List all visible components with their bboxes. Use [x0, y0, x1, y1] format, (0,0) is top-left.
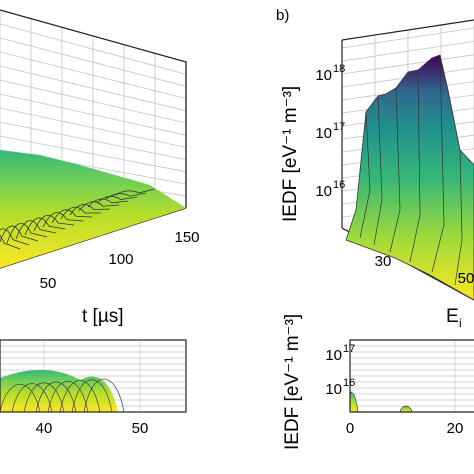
- svg-text:i: i: [459, 316, 462, 330]
- panel-a-series-line: [6, 223, 48, 244]
- panel-a-series-line: [51, 209, 93, 224]
- panel-c-curve: [0, 383, 41, 413]
- panel-a-grid-h: [0, 107, 187, 148]
- panel-c-curve: [47, 381, 89, 413]
- panel-d-x-tick-label: 0: [346, 420, 354, 437]
- panel-a-grid-h: [0, 135, 187, 173]
- panel-b-label: b): [276, 7, 289, 24]
- panel-b-zlabel: IEDF [eV⁻¹ m⁻³]: [280, 86, 301, 222]
- svg-text:18: 18: [333, 63, 345, 75]
- panel-b-surface-ridge: [454, 149, 463, 286]
- panel-a: 50 100 150 t [µs]: [0, 9, 200, 327]
- panel-c-x-ticks: 40 50: [36, 420, 149, 437]
- panel-d-area-1: [349, 391, 359, 413]
- panel-b-surface-ridge: [431, 54, 445, 273]
- panel-d-ylabel: IEDF [eV⁻¹ m⁻³]: [282, 314, 303, 450]
- panel-c-frame: [0, 339, 187, 413]
- panel-c-curve: [23, 382, 65, 413]
- panel-c-curve: [59, 380, 101, 413]
- panel-b-surface-ridge: [409, 69, 421, 263]
- panel-a-x-tick-label: 50: [40, 275, 57, 292]
- svg-text:17: 17: [343, 343, 355, 355]
- panel-a-series-line: [69, 204, 111, 216]
- panel-b-x-ticks: 30 50: [375, 253, 474, 287]
- panel-b-z-tick-label: 10 18: [315, 63, 345, 84]
- svg-text:E: E: [446, 306, 459, 327]
- panel-c-curve: [71, 379, 113, 413]
- panel-a-series-line: [105, 192, 147, 200]
- panel-a-series-line: [0, 225, 39, 243]
- panel-a-grid-h: [0, 121, 187, 160]
- panel-c-curve: [35, 381, 77, 413]
- panel-a-series-line: [0, 235, 21, 250]
- panel-a-grid-h: [0, 23, 187, 75]
- panel-a-x-tick-label: 100: [108, 251, 133, 268]
- svg-text:16: 16: [343, 377, 355, 389]
- panel-d-area-2: [399, 405, 413, 413]
- panel-a-series-line: [42, 212, 84, 228]
- panel-d-frame: [349, 339, 474, 413]
- panel-a-series-line: [0, 228, 30, 246]
- svg-text:17: 17: [333, 121, 345, 133]
- panel-a-series-line: [78, 201, 120, 212]
- panel-c-curves: [0, 369, 125, 413]
- panel-b-x-tick-label: 30: [375, 253, 392, 270]
- panel-b-z-tick-label: 10 17: [315, 121, 345, 142]
- panel-a-x-ticks: 50 100 150: [40, 229, 200, 292]
- panel-a-series-line: [15, 220, 57, 240]
- panel-c-curve: [11, 383, 53, 413]
- svg-text:10: 10: [315, 183, 332, 200]
- panel-b-surface-fill: [345, 54, 474, 301]
- panel-a-grid-h: [0, 79, 187, 124]
- panel-a-xlabel: t [µs]: [82, 306, 124, 327]
- panel-a-grid-h: [0, 65, 187, 112]
- svg-text:10: 10: [325, 347, 342, 364]
- panel-d-x-ticks: 0 20: [346, 420, 464, 437]
- panel-a-grid-h: [0, 51, 187, 99]
- panel-c-x-tick-label: 50: [132, 420, 149, 437]
- panel-b-z-tick-label: 10 16: [315, 179, 345, 200]
- panel-d-grid: [350, 340, 474, 412]
- panel-a-series-line: [33, 214, 75, 232]
- panel-d-x-tick-label: 20: [447, 420, 464, 437]
- svg-text:10: 10: [315, 67, 332, 84]
- panel-b-surface: [345, 54, 474, 301]
- panel-d-y-tick-label: 10 17: [325, 343, 355, 364]
- panel-b-surface-ridge: [373, 95, 383, 246]
- panel-a-x-tick-label: 150: [174, 229, 199, 246]
- panel-b-top-edge: [341, 19, 474, 41]
- panel-a-series-line: [24, 217, 66, 236]
- panel-c: 40 50: [0, 339, 187, 437]
- panel-a-series-line: [114, 188, 156, 196]
- panel-b-x-tick-label: 50: [458, 270, 474, 287]
- panel-a-series-line: [60, 206, 102, 220]
- panel-a-surface: [0, 150, 186, 268]
- svg-text:16: 16: [333, 179, 345, 191]
- panel-b-xlabel: E i: [446, 306, 462, 330]
- panel-c-curve: [83, 378, 125, 413]
- panel-d-curves: [349, 391, 413, 413]
- panel-b-surface-ridge: [389, 87, 401, 253]
- svg-text:10: 10: [325, 381, 342, 398]
- panel-b-surface-ridge: [359, 111, 371, 239]
- panel-a-grid-h: [0, 37, 187, 87]
- panel-d-y-tick-label: 10 16: [325, 377, 355, 398]
- svg-text:10: 10: [315, 125, 332, 142]
- panel-c-x-tick-label: 40: [36, 420, 53, 437]
- panel-a-grid-h: [0, 93, 187, 136]
